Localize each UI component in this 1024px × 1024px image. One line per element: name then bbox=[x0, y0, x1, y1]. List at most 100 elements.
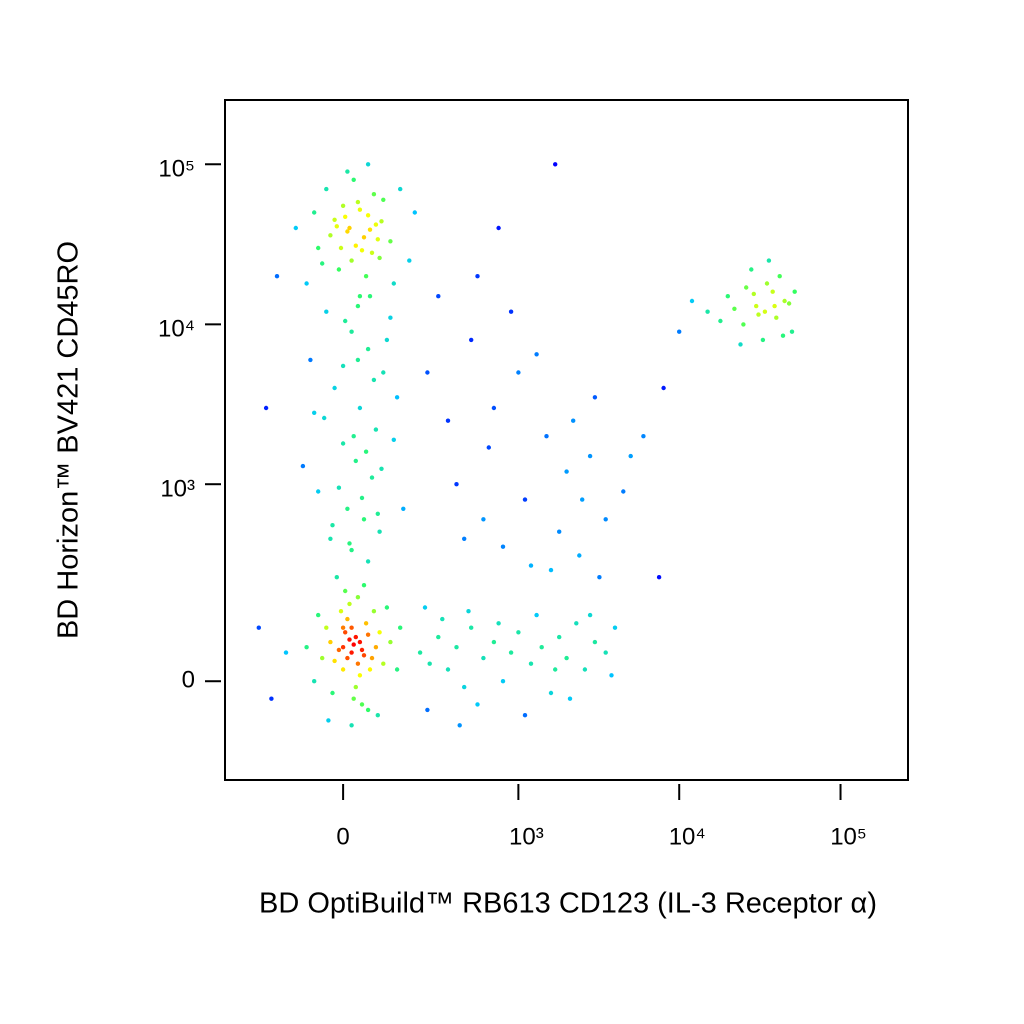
event-dot bbox=[436, 294, 441, 299]
event-dot bbox=[516, 630, 521, 635]
event-dot bbox=[330, 690, 335, 696]
event-dot bbox=[256, 625, 261, 630]
event-dot bbox=[445, 667, 451, 672]
event-dot bbox=[369, 655, 375, 661]
event-dot bbox=[425, 707, 430, 713]
event-dot bbox=[336, 267, 342, 272]
event-dot bbox=[597, 575, 602, 580]
event-dot bbox=[304, 281, 309, 286]
event-dot bbox=[355, 199, 361, 205]
event-dot bbox=[496, 225, 501, 231]
event-dot bbox=[367, 227, 373, 232]
event-dot bbox=[792, 289, 797, 294]
event-dot bbox=[365, 707, 371, 713]
event-dot bbox=[345, 616, 350, 622]
event-dot bbox=[725, 294, 730, 299]
event-dot bbox=[417, 650, 423, 655]
event-dot bbox=[324, 186, 329, 192]
event-dot bbox=[357, 405, 363, 411]
event-dot bbox=[481, 517, 486, 522]
event-dot bbox=[394, 667, 400, 672]
x-tick-label: 10⁵ bbox=[830, 823, 867, 850]
event-dot bbox=[756, 312, 761, 317]
event-dot bbox=[466, 609, 471, 614]
event-dot bbox=[534, 612, 539, 618]
event-dot bbox=[500, 544, 506, 549]
event-dot bbox=[359, 248, 365, 253]
event-dot bbox=[351, 696, 356, 701]
event-dot bbox=[539, 645, 544, 650]
event-dot bbox=[345, 655, 350, 661]
event-dot bbox=[457, 723, 462, 728]
event-dot bbox=[361, 235, 367, 240]
event-dot bbox=[332, 217, 337, 222]
event-dot bbox=[475, 702, 480, 707]
event-dot bbox=[320, 261, 325, 266]
event-dot bbox=[440, 616, 445, 622]
event-dot bbox=[445, 418, 451, 423]
event-dot bbox=[407, 258, 412, 263]
event-dot bbox=[340, 625, 346, 630]
event-dot bbox=[351, 177, 356, 182]
dots bbox=[256, 162, 797, 728]
event-dot bbox=[612, 625, 618, 630]
event-dot bbox=[462, 684, 467, 690]
event-dot bbox=[384, 605, 390, 610]
event-dot bbox=[475, 274, 480, 279]
event-dot bbox=[357, 294, 363, 299]
event-dot bbox=[343, 588, 348, 594]
event-dot bbox=[357, 207, 363, 212]
event-dot bbox=[705, 309, 710, 314]
event-dot bbox=[312, 679, 317, 684]
event-dot bbox=[365, 213, 371, 218]
event-dot bbox=[347, 637, 352, 642]
event-dot bbox=[603, 650, 608, 655]
y-tick-label: 10⁴ bbox=[158, 316, 195, 343]
event-dot bbox=[308, 357, 313, 363]
event-dot bbox=[587, 453, 593, 459]
y-tick-label: 10⁵ bbox=[158, 156, 195, 183]
event-dot bbox=[772, 303, 777, 309]
event-dot bbox=[274, 274, 280, 279]
event-dot bbox=[553, 162, 558, 167]
event-dot bbox=[375, 511, 380, 516]
event-dot bbox=[789, 329, 795, 334]
event-dot bbox=[528, 563, 534, 568]
event-dot bbox=[336, 647, 342, 653]
event-dot bbox=[491, 405, 497, 411]
event-dot bbox=[427, 661, 432, 666]
event-dot bbox=[508, 309, 514, 314]
event-dot bbox=[774, 315, 779, 320]
event-dot bbox=[375, 237, 380, 242]
event-dot bbox=[328, 233, 333, 238]
event-dot bbox=[394, 395, 400, 400]
event-dot bbox=[564, 655, 569, 661]
y-tick-label: 0 bbox=[182, 667, 195, 694]
event-dot bbox=[353, 684, 358, 690]
event-dot bbox=[363, 621, 369, 626]
event-dot bbox=[351, 434, 356, 439]
event-dot bbox=[548, 690, 554, 696]
event-dot bbox=[312, 410, 317, 415]
event-dot bbox=[349, 723, 354, 728]
event-dot bbox=[603, 517, 608, 522]
event-dot bbox=[628, 453, 633, 459]
event-dot bbox=[689, 298, 695, 304]
event-dot bbox=[347, 225, 352, 231]
event-dot bbox=[340, 667, 346, 672]
event-dot bbox=[760, 337, 766, 343]
event-dot bbox=[436, 634, 441, 640]
event-dot bbox=[749, 267, 754, 272]
event-dot bbox=[312, 210, 317, 215]
event-dot bbox=[469, 337, 474, 343]
event-dot bbox=[373, 222, 379, 227]
event-dot bbox=[764, 281, 770, 286]
event-dot bbox=[553, 667, 558, 672]
event-dot bbox=[751, 291, 756, 297]
event-dot bbox=[462, 536, 467, 541]
event-dot bbox=[347, 541, 352, 546]
event-dot bbox=[326, 718, 331, 723]
event-dot bbox=[365, 162, 371, 167]
event-dot bbox=[454, 645, 459, 650]
